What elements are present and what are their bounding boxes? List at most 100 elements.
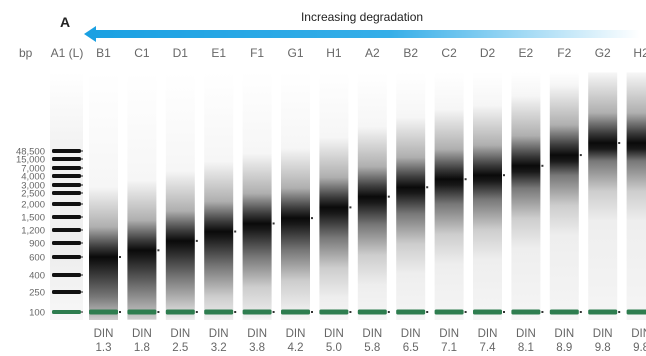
- din-label: DIN: [362, 328, 382, 340]
- din-value: 6.5: [403, 342, 419, 354]
- lane-name: F2: [557, 46, 571, 60]
- ladder-band: [52, 166, 81, 170]
- din-label: DIN: [554, 328, 574, 340]
- ladder-size-label: 2,000: [21, 200, 45, 211]
- lane-smear: [166, 72, 195, 320]
- lane-smear: [281, 72, 310, 320]
- lane-name: H1: [326, 46, 342, 60]
- sample-lane: E2 DIN 8.1: [511, 46, 543, 354]
- ladder-tick: [81, 229, 83, 230]
- lane-smear: [204, 72, 233, 320]
- sample-lane: A2 DIN 5.8: [358, 46, 390, 354]
- peak-marker: [503, 174, 505, 176]
- ladder-tick: [81, 291, 83, 292]
- ladder-tick: [81, 256, 83, 257]
- lane-smear: [627, 72, 646, 320]
- ladder-size-label: 2,500: [21, 189, 45, 200]
- ladder-tick: [81, 167, 83, 168]
- lower-marker-band: [511, 310, 540, 315]
- marker-tick: [349, 311, 351, 313]
- lower-marker-band: [319, 310, 348, 315]
- ladder-band: [52, 183, 81, 187]
- lower-marker-band: [204, 310, 233, 315]
- sample-lane: F2 DIN 8.9: [550, 46, 582, 354]
- ladder-size-label: 250: [29, 288, 45, 299]
- lower-marker-band: [396, 310, 425, 315]
- lower-marker-band: [435, 310, 464, 315]
- lane-smear: [396, 72, 425, 320]
- peak-marker: [196, 240, 198, 242]
- peak-marker: [273, 222, 275, 224]
- peak-marker: [311, 217, 313, 219]
- lane-smear: [358, 72, 387, 320]
- sample-lane: B1 DIN 1.3: [89, 46, 121, 354]
- ladder-band: [52, 241, 81, 245]
- marker-tick: [311, 311, 313, 313]
- ladder-tick: [81, 150, 83, 151]
- peak-marker: [618, 142, 620, 144]
- ladder-tick: [81, 216, 83, 217]
- din-value: 1.3: [96, 342, 112, 354]
- peak-marker: [119, 256, 121, 258]
- lane-smear: [89, 72, 118, 320]
- sample-lane: G2 DIN 9.8: [588, 46, 620, 354]
- lane-name: F1: [250, 46, 264, 60]
- lower-marker-band: [550, 310, 579, 315]
- lower-marker-band: [627, 310, 646, 315]
- din-value: 7.1: [441, 342, 457, 354]
- din-label: DIN: [401, 328, 421, 340]
- ladder-size-label: 400: [29, 271, 45, 282]
- lower-marker-band: [166, 310, 195, 315]
- ladder-band: [52, 290, 81, 294]
- ladder-tick: [81, 311, 83, 312]
- ladder-lane-name: A1 (L): [51, 46, 84, 60]
- ladder-lane: [50, 72, 83, 320]
- marker-tick: [618, 311, 620, 313]
- ladder-band: [52, 202, 81, 206]
- ladder-tick: [81, 175, 83, 176]
- marker-tick: [465, 311, 467, 313]
- marker-tick: [196, 311, 198, 313]
- sample-lane: D2DIN7.4: [473, 46, 505, 354]
- din-label: DIN: [94, 328, 114, 340]
- peak-marker: [580, 154, 582, 156]
- din-label: DIN: [132, 328, 152, 340]
- marker-tick: [580, 311, 582, 313]
- din-value: 7.4: [480, 342, 497, 354]
- lane-smear: [473, 72, 502, 320]
- peak-marker: [426, 186, 428, 188]
- din-value: 3.2: [211, 342, 227, 354]
- lane-smear: [319, 72, 348, 320]
- din-label: DIN: [593, 328, 613, 340]
- ladder-tick: [81, 184, 83, 185]
- ladder-band: [52, 157, 81, 161]
- ladder-tick: [81, 274, 83, 275]
- lane-name: A2: [365, 46, 380, 60]
- din-label: DIN: [516, 328, 536, 340]
- lower-marker-band: [127, 310, 156, 315]
- bp-header: bp: [19, 46, 33, 60]
- lane-name: B2: [403, 46, 418, 60]
- lane-smear: [511, 72, 540, 320]
- ladder-tick: [81, 242, 83, 243]
- sample-lane: B2 DIN 6.5: [396, 46, 428, 354]
- lane-smear: [127, 72, 156, 320]
- din-value: 3.8: [249, 342, 265, 354]
- lane-name: E1: [211, 46, 226, 60]
- lower-marker-band: [358, 310, 387, 315]
- lane-name: G2: [595, 46, 611, 60]
- ladder-band: [52, 191, 81, 195]
- lane-smear: [243, 72, 272, 320]
- marker-tick: [541, 311, 543, 313]
- arrow-label: Increasing degradation: [301, 10, 423, 24]
- lane-smear: [550, 72, 579, 320]
- lower-marker-band: [281, 310, 310, 315]
- din-value: 8.9: [556, 342, 572, 354]
- din-value: 2.5: [172, 342, 188, 354]
- ladder-marker-band: [52, 310, 81, 314]
- marker-tick: [157, 311, 159, 313]
- ladder-size-label: 900: [29, 239, 45, 250]
- lane-name: B1: [96, 46, 111, 60]
- din-value: 9.8: [595, 342, 611, 354]
- peak-marker: [465, 178, 467, 180]
